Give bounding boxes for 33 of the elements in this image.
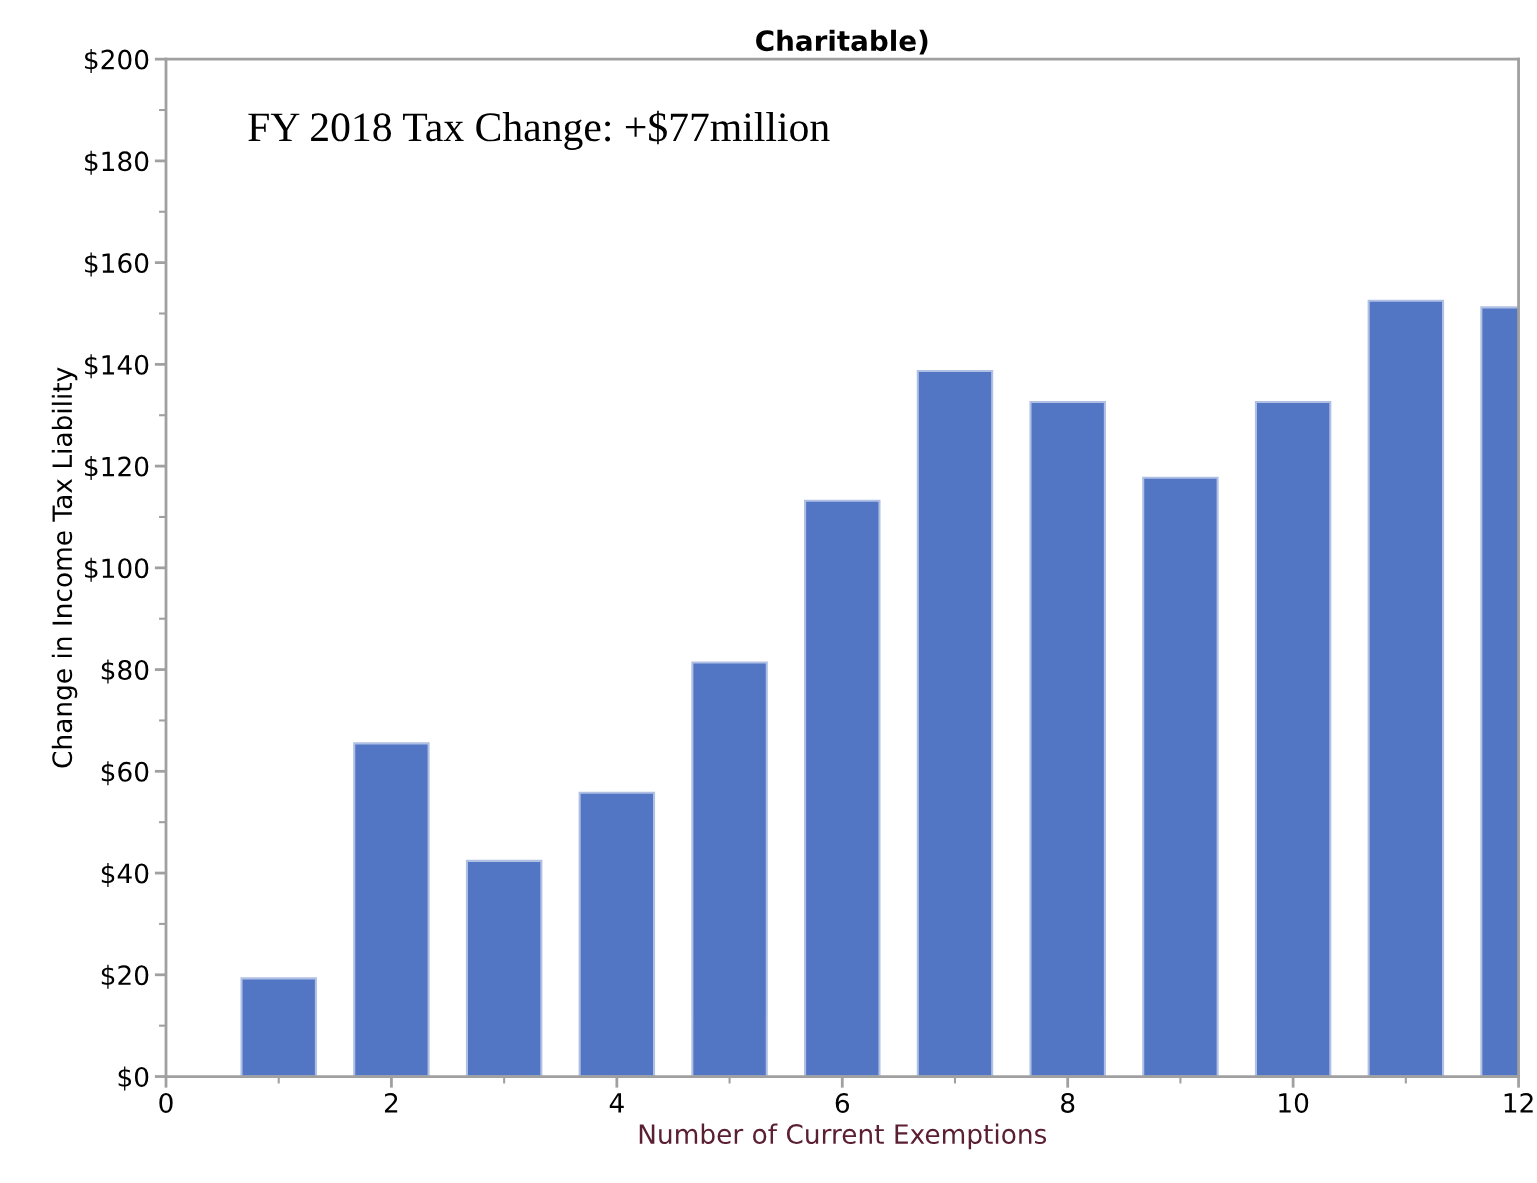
bar: [353, 742, 430, 1077]
bar: [1367, 299, 1445, 1077]
y-tick-label: $180: [85, 150, 149, 175]
bar: [1254, 400, 1332, 1077]
bar: [240, 977, 317, 1077]
bar: [465, 859, 543, 1077]
x-tick-label: 6: [835, 1092, 850, 1113]
bar: [578, 791, 656, 1077]
bar: [1029, 400, 1106, 1077]
y-tick-label: $0: [118, 1066, 149, 1091]
y-tick-label: $200: [85, 49, 149, 74]
x-tick-label: 8: [1061, 1092, 1075, 1113]
bar: [1142, 476, 1219, 1077]
x-tick-label: 2: [384, 1092, 398, 1113]
bar: [691, 661, 768, 1077]
y-tick-label: $120: [85, 456, 149, 481]
chart-title: Charitable): [756, 29, 928, 55]
x-tick-label: 12: [1504, 1092, 1533, 1113]
bar: [804, 499, 881, 1077]
x-tick-label: 0: [159, 1092, 173, 1113]
x-tick-label: 4: [609, 1093, 624, 1113]
x-tick-label: 10: [1279, 1092, 1309, 1113]
y-tick-label: $60: [101, 761, 149, 786]
y-tick-label: $80: [101, 659, 149, 684]
y-tick-label: $100: [85, 557, 149, 582]
y-axis-title: Change in Income Tax Liability: [51, 367, 78, 768]
y-tick-label: $40: [101, 863, 149, 887]
x-axis-title: Number of Current Exemptions: [639, 1123, 1047, 1150]
y-tick-label: $160: [85, 252, 149, 277]
bar: [916, 369, 994, 1077]
y-tick-label: $20: [101, 964, 149, 989]
y-tick-label: $140: [85, 354, 149, 379]
annotation: FY 2018 Tax Change: +$77million: [248, 110, 830, 150]
